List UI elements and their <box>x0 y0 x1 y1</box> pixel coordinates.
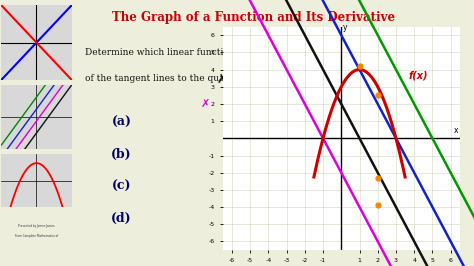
Text: d: d <box>310 84 317 94</box>
Text: of the tangent lines to the quadratic function.: of the tangent lines to the quadratic fu… <box>85 74 296 84</box>
Text: (c): (c) <box>112 180 131 193</box>
Text: f(x): f(x) <box>409 70 428 80</box>
Text: The Graph of a Function and Its Derivative: The Graph of a Function and Its Derivati… <box>112 11 395 24</box>
Text: y: y <box>343 23 347 32</box>
Text: ✗: ✗ <box>201 99 210 109</box>
Text: (a): (a) <box>111 116 131 129</box>
Text: Determine which linear function would give the slopes: Determine which linear function would gi… <box>85 48 337 57</box>
Text: b: b <box>254 87 261 97</box>
Text: (b): (b) <box>111 148 132 161</box>
Text: x: x <box>454 126 458 135</box>
Text: From Complete Mathematics of: From Complete Mathematics of <box>15 234 58 238</box>
Text: c: c <box>283 84 289 94</box>
Text: (d): (d) <box>111 212 132 225</box>
Text: Presented by James James: Presented by James James <box>18 224 55 228</box>
Text: ✗: ✗ <box>217 73 227 86</box>
